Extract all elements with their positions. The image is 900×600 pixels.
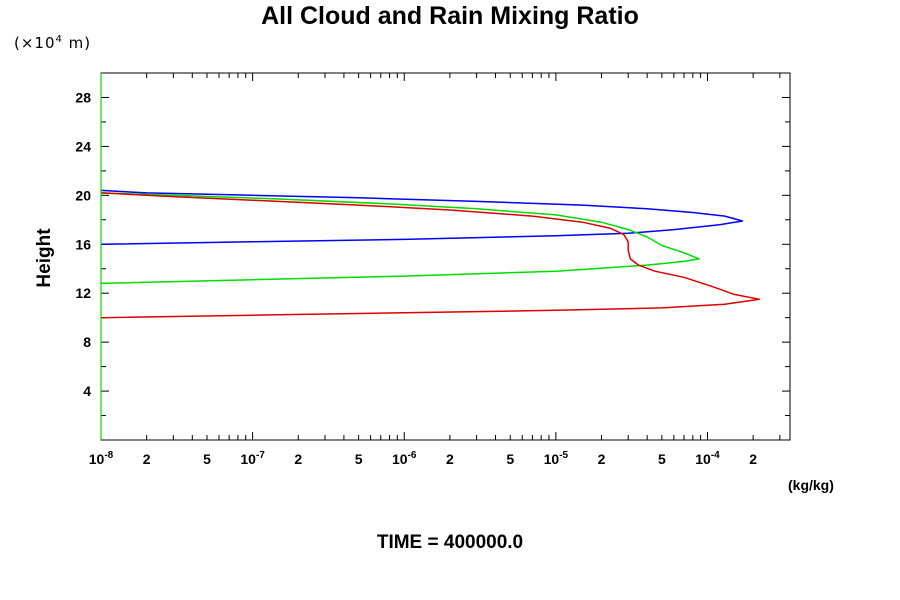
y-axis-label: Height: [34, 228, 55, 288]
y-tick-label: 12: [75, 285, 91, 301]
y-axis-unit: (×104 m): [14, 34, 92, 52]
x-minor-tick-label: 5: [203, 451, 211, 467]
y-tick-label: 28: [75, 89, 91, 105]
y-tick-label: 24: [75, 138, 91, 154]
x-tick-label: 10-4: [695, 450, 720, 467]
series-line-2: [100, 192, 700, 285]
x-minor-tick-label: 2: [749, 451, 757, 467]
y-tick-label: 4: [83, 383, 91, 399]
x-minor-tick-label: 5: [506, 451, 514, 467]
x-axis-unit: (kg/kg): [788, 477, 834, 493]
x-minor-tick-label: 5: [658, 451, 666, 467]
axis-ticks: 4 8 12 16 20 24 28 10-8 10-7 10-6 10-5 10-4 2 5 2 5 2 5 2 5…: [75, 73, 790, 467]
x-tick-label: 10-8: [89, 450, 114, 467]
x-tick-label: 10-5: [544, 450, 569, 467]
plot-frame: [100, 72, 791, 441]
time-caption: TIME = 400000.0: [376, 532, 524, 553]
series-line-3: [100, 192, 761, 319]
x-minor-tick-label: 2: [598, 451, 606, 467]
y-tick-label: 8: [83, 334, 91, 350]
x-minor-tick-label: 5: [355, 451, 363, 467]
x-minor-tick-label: 2: [143, 451, 151, 467]
x-minor-tick-label: 2: [446, 451, 454, 467]
y-tick-label: 16: [75, 236, 91, 252]
x-tick-label: 10-6: [392, 450, 417, 467]
x-minor-tick-label: 2: [294, 451, 302, 467]
series-line-1: [100, 189, 744, 246]
y-tick-label: 20: [75, 187, 91, 203]
data-series: [100, 189, 761, 319]
x-tick-label: 10-7: [240, 450, 265, 467]
chart-title: All Cloud and Rain Mixing Ratio: [261, 2, 639, 30]
